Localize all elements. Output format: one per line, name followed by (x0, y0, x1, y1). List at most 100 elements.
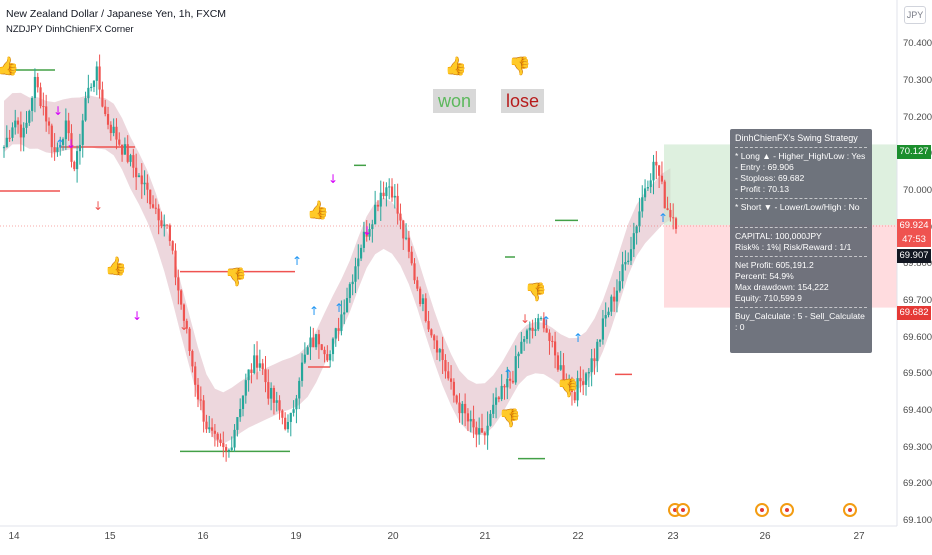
candle-body (326, 354, 329, 361)
candle-body (497, 397, 500, 400)
profit-value: - Profit : 70.13 (735, 184, 789, 194)
thumbs-up-icon: 👍 (445, 55, 467, 77)
candle-body (92, 80, 96, 87)
candle-body (196, 384, 200, 400)
time-tick-label: 23 (667, 531, 679, 542)
candle-body (329, 354, 332, 361)
candle-body (286, 421, 290, 430)
candle-body (607, 311, 610, 316)
event-marker-icon[interactable] (755, 503, 769, 517)
price-tick-label: 69.400 (903, 405, 932, 416)
candle-body (568, 383, 571, 385)
signal-arrow-icon: ↓ (328, 172, 338, 186)
signal-arrow-icon: ↓ (362, 224, 372, 238)
candle-body (247, 369, 250, 381)
candle-body (525, 330, 529, 340)
candle-body (382, 192, 385, 197)
candle-body (194, 366, 197, 385)
candle-body (123, 144, 127, 155)
candle-body (50, 125, 53, 148)
signal-arrow-icon: ↓ (132, 309, 142, 323)
candle-body (520, 341, 523, 354)
candle-body (312, 337, 315, 348)
candle-body (258, 363, 261, 368)
candle-body (36, 76, 39, 88)
candle-body (309, 337, 312, 348)
candle-body (157, 208, 160, 221)
candle-body (70, 133, 73, 162)
candle-body (643, 188, 647, 198)
symbol-title: New Zealand Dollar / Japanese Yen, 1h, F… (6, 8, 227, 20)
candle-body (388, 186, 391, 188)
candle-body (629, 249, 633, 261)
candle-body (281, 410, 284, 418)
candle-body (25, 122, 28, 128)
candle-body (404, 237, 408, 239)
candle-body (604, 315, 607, 319)
price-tick-label: 69.700 (903, 295, 932, 306)
candle-body (632, 233, 635, 250)
candle-body (188, 328, 191, 351)
candle-body (11, 127, 14, 138)
candle-body (509, 378, 512, 381)
signal-arrow-icon: ↓ (53, 104, 63, 118)
candle-body (264, 369, 267, 383)
candle-body (306, 347, 309, 355)
candle-body (56, 147, 59, 152)
candle-body (81, 120, 84, 145)
candle-body (31, 98, 34, 111)
candle-body (250, 369, 253, 374)
candle-body (658, 165, 661, 176)
candle-body (472, 418, 475, 428)
price-tick-label: 70.000 (903, 185, 932, 196)
candle-body (615, 290, 619, 302)
candle-body (596, 341, 599, 362)
candle-body (270, 387, 273, 399)
candle-body (621, 264, 624, 282)
price-tick-label: 70.400 (903, 38, 932, 50)
candle-body (73, 161, 76, 170)
long-status: * Long ▲ - Higher_High/Low : Yes (735, 151, 866, 161)
candle-body (489, 413, 492, 426)
candle-body (76, 151, 79, 170)
candle-body (109, 124, 112, 134)
candle-body (230, 447, 233, 450)
thumbs-down-icon: 👎 (225, 267, 247, 288)
candle-body (126, 144, 129, 162)
candle-body (118, 139, 121, 145)
candle-body (542, 318, 545, 329)
candle-body (225, 447, 228, 452)
net-profit-value: Net Profit: 605,191.2 (735, 260, 814, 270)
candle-body (5, 137, 8, 148)
currency-scale-button[interactable]: JPY (904, 6, 926, 24)
event-marker-icon[interactable] (780, 503, 794, 517)
event-marker-icon[interactable] (843, 503, 857, 517)
bar-countdown-label: 47:53 (897, 233, 931, 247)
candle-body (562, 365, 565, 380)
candle-body (649, 180, 652, 188)
candle-body (45, 106, 48, 122)
candle-body (424, 298, 427, 322)
candle-body (455, 395, 458, 403)
candle-body (593, 358, 596, 362)
candle-body (565, 379, 568, 385)
time-tick-label: 20 (387, 531, 399, 542)
time-tick-label: 27 (853, 531, 865, 542)
won-badge: won (433, 89, 477, 113)
candle-body (345, 298, 349, 313)
candle-body (191, 350, 194, 367)
cloud-band (4, 92, 671, 444)
candle-body (539, 318, 543, 320)
candle-body (255, 355, 259, 368)
candle-body (112, 126, 115, 134)
thumbs-up-icon: 👍 (0, 55, 19, 77)
candle-body (53, 147, 56, 152)
divider (735, 147, 867, 148)
event-marker-icon[interactable] (676, 503, 690, 517)
candle-body (151, 204, 155, 208)
candle-body (267, 382, 270, 399)
candle-body (669, 209, 672, 218)
candle-body (19, 124, 22, 138)
candle-body (315, 334, 318, 348)
candle-body (430, 329, 433, 336)
